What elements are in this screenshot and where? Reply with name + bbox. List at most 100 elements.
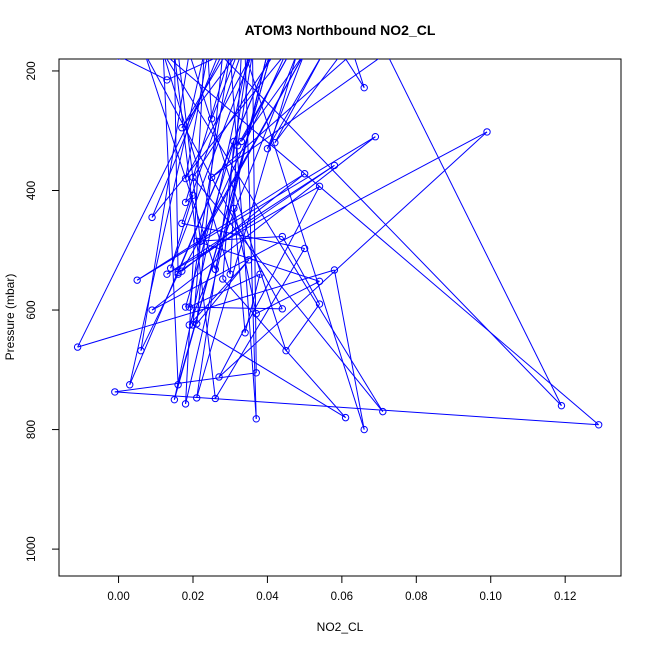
series-segment bbox=[240, 59, 301, 142]
chart-title: ATOM3 Northbound NO2_CL bbox=[245, 22, 436, 38]
data-point bbox=[315, 182, 324, 191]
data-point bbox=[175, 50, 181, 56]
data-point bbox=[193, 394, 201, 402]
series-segment bbox=[181, 173, 305, 272]
series-segment bbox=[162, 59, 179, 385]
data-point bbox=[242, 50, 248, 56]
series-segment bbox=[252, 59, 257, 373]
series-segment bbox=[266, 59, 321, 149]
data-point bbox=[178, 219, 186, 228]
series-segment bbox=[185, 59, 208, 179]
data-point bbox=[246, 50, 252, 56]
series-segment bbox=[185, 59, 229, 203]
data-point bbox=[181, 400, 190, 408]
series-segment bbox=[244, 274, 261, 333]
data-point bbox=[73, 343, 82, 351]
data-point bbox=[278, 305, 287, 313]
data-point bbox=[189, 191, 197, 199]
data-point bbox=[186, 50, 192, 56]
series-segment bbox=[196, 236, 283, 242]
series-layer bbox=[73, 50, 603, 434]
data-point bbox=[245, 256, 253, 264]
series-segment bbox=[185, 141, 235, 308]
series-segment bbox=[229, 59, 242, 275]
data-point bbox=[181, 198, 190, 207]
data-point bbox=[116, 59, 121, 60]
series-segment bbox=[170, 59, 251, 269]
series-segment bbox=[192, 177, 384, 412]
series-segment bbox=[211, 59, 347, 178]
data-point bbox=[160, 50, 166, 56]
data-point bbox=[220, 50, 226, 56]
series-segment bbox=[123, 59, 168, 81]
x-tick-label: 0.08 bbox=[405, 591, 427, 603]
x-tick-label: 0.00 bbox=[107, 591, 129, 603]
series-segment bbox=[170, 195, 194, 269]
y-axis: 200 400 600 800 1000 bbox=[26, 61, 60, 562]
data-point bbox=[211, 394, 220, 403]
series-segment bbox=[151, 136, 376, 311]
data-point bbox=[193, 237, 201, 245]
data-point bbox=[126, 381, 134, 389]
data-point bbox=[282, 346, 290, 355]
data-point bbox=[163, 270, 171, 278]
series-segment bbox=[77, 269, 335, 348]
data-point bbox=[205, 50, 211, 56]
series-segment bbox=[177, 59, 270, 385]
data-point bbox=[181, 174, 190, 183]
y-tick-label: 400 bbox=[26, 181, 38, 200]
data-point bbox=[252, 415, 260, 423]
data-point bbox=[249, 50, 255, 56]
series-segment bbox=[281, 236, 320, 305]
series-segment bbox=[222, 141, 235, 279]
data-point bbox=[268, 50, 274, 56]
data-point bbox=[216, 50, 222, 56]
x-tick-label: 0.06 bbox=[331, 591, 353, 603]
series-segment bbox=[196, 59, 296, 399]
series-segment bbox=[136, 173, 305, 281]
series-segment bbox=[354, 59, 365, 88]
series-segment bbox=[136, 136, 376, 281]
data-point bbox=[483, 128, 491, 136]
data-point bbox=[241, 329, 249, 337]
y-tick-label: 1000 bbox=[26, 536, 38, 562]
series-segment bbox=[177, 164, 335, 273]
series-segment bbox=[192, 241, 201, 326]
data-point bbox=[174, 270, 182, 278]
data-point bbox=[339, 50, 345, 56]
x-tick-label: 0.10 bbox=[480, 591, 502, 603]
data-point bbox=[300, 170, 309, 178]
data-point bbox=[252, 309, 260, 318]
series-segment bbox=[114, 372, 257, 393]
data-point bbox=[252, 369, 260, 377]
data-point bbox=[148, 306, 156, 314]
data-point bbox=[171, 50, 177, 56]
data-point bbox=[211, 265, 220, 274]
data-point bbox=[330, 161, 339, 170]
data-point bbox=[360, 425, 368, 434]
data-point bbox=[383, 50, 389, 56]
data-point bbox=[371, 132, 380, 141]
data-point bbox=[227, 50, 233, 56]
series-segment bbox=[224, 59, 562, 407]
series-segment bbox=[114, 391, 599, 426]
data-point bbox=[189, 321, 197, 329]
data-point bbox=[350, 50, 356, 56]
data-point bbox=[185, 321, 193, 329]
data-point bbox=[223, 50, 229, 56]
series-segment bbox=[181, 59, 240, 224]
series-segment bbox=[147, 59, 283, 310]
data-point bbox=[193, 320, 201, 328]
series-segment bbox=[185, 59, 205, 404]
series-segment bbox=[185, 306, 283, 310]
data-point bbox=[230, 204, 238, 213]
series-segment bbox=[274, 59, 339, 143]
series-segment bbox=[188, 259, 250, 326]
series-segment bbox=[214, 248, 306, 399]
data-point bbox=[320, 50, 326, 56]
data-point bbox=[283, 50, 289, 56]
data-point bbox=[300, 244, 309, 253]
data-point bbox=[249, 50, 255, 56]
data-point bbox=[207, 115, 216, 123]
